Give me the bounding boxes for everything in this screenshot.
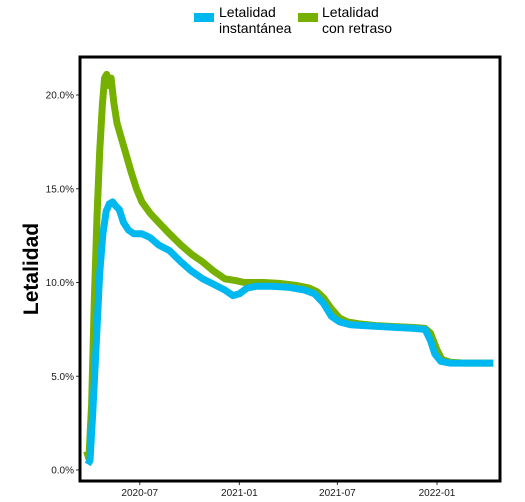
series-line-instantanea bbox=[84, 198, 494, 467]
series-layer bbox=[83, 70, 494, 467]
legend: Letalidad instantánea Letalidad con retr… bbox=[194, 4, 392, 36]
y-tick-label: 20.0% bbox=[46, 91, 74, 102]
y-axis-title: Letalidad bbox=[20, 223, 43, 315]
plot-panel-border bbox=[78, 55, 502, 483]
x-tick-label: 2022-01 bbox=[419, 488, 456, 499]
series-line-con-retraso bbox=[83, 70, 494, 463]
y-tick-label: 0.0% bbox=[51, 466, 74, 477]
legend-swatch-instantanea bbox=[194, 13, 214, 22]
legend-label-retraso-line1: Letalidad bbox=[322, 4, 379, 20]
x-axis: 2020-07 2021-01 2021-07 2022-01 bbox=[121, 481, 456, 499]
legend-label-instantanea-line2: instantánea bbox=[219, 20, 292, 36]
x-tick-label: 2021-01 bbox=[221, 488, 258, 499]
legend-label-instantanea-line1: Letalidad bbox=[219, 4, 276, 20]
y-tick-label: 5.0% bbox=[51, 372, 74, 383]
y-tick-label: 15.0% bbox=[46, 184, 74, 195]
x-tick-label: 2021-07 bbox=[319, 488, 356, 499]
y-tick-label: 10.0% bbox=[46, 278, 74, 289]
legend-swatch-retraso bbox=[298, 13, 318, 22]
y-axis: 0.0% 5.0% 10.0% 15.0% 20.0% bbox=[46, 91, 80, 477]
legend-label-retraso-line2: con retraso bbox=[322, 20, 392, 36]
x-tick-label: 2020-07 bbox=[121, 488, 158, 499]
